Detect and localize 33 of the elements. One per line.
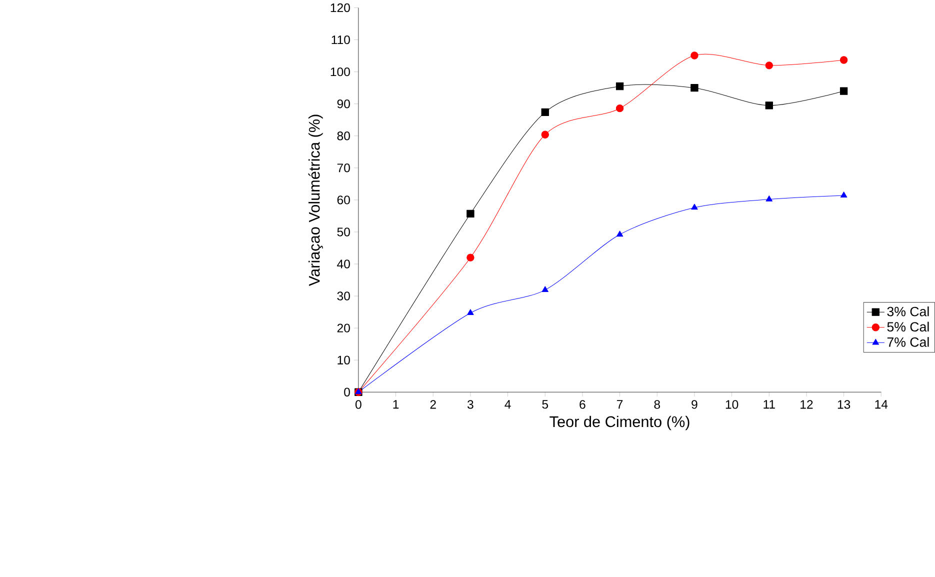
y-tick-label: 10 [338,356,350,364]
x-axis-title: Teor de Cimento (%) [550,416,690,430]
x-tick-label: 1 [393,400,399,409]
legend-label: 3% Cal [887,306,929,316]
legend-label: 7% Cal [887,337,929,347]
y-tick-label: 30 [337,292,350,300]
x-tick-label: 6 [580,400,586,409]
y-tick-label: 120 [330,3,350,12]
x-tick-label: 12 [800,400,813,409]
x-tick-label: 0 [356,400,362,409]
x-tick-label: 8 [654,400,660,409]
y-tick-label: 100 [330,67,350,76]
y-tick-label: 50 [337,228,350,236]
y-tick-label: 20 [337,324,350,332]
y-tick-label: 80 [337,132,350,140]
y-tick-label: 60 [337,196,350,204]
x-tick-label: 9 [692,400,698,409]
x-tick-label: 10 [726,400,738,409]
y-tick-label: 40 [337,260,350,268]
y-axis-title: Variaçao Volumétrica (%) [308,114,323,286]
x-tick-label: 14 [875,400,888,409]
x-tick-label: 4 [504,400,511,409]
x-tick-label: 5 [542,400,548,409]
y-tick-label: 70 [337,164,350,172]
y-tick-label: 110 [332,35,350,44]
x-tick-label: 11 [764,400,775,409]
legend-label: 5% Cal [887,322,929,332]
x-tick-label: 3 [467,400,474,409]
x-tick-label: 2 [430,400,436,409]
x-tick-label: 7 [617,400,623,409]
x-tick-label: 13 [838,400,850,409]
y-tick-label: 0 [344,388,350,396]
y-tick-label: 90 [337,99,350,108]
